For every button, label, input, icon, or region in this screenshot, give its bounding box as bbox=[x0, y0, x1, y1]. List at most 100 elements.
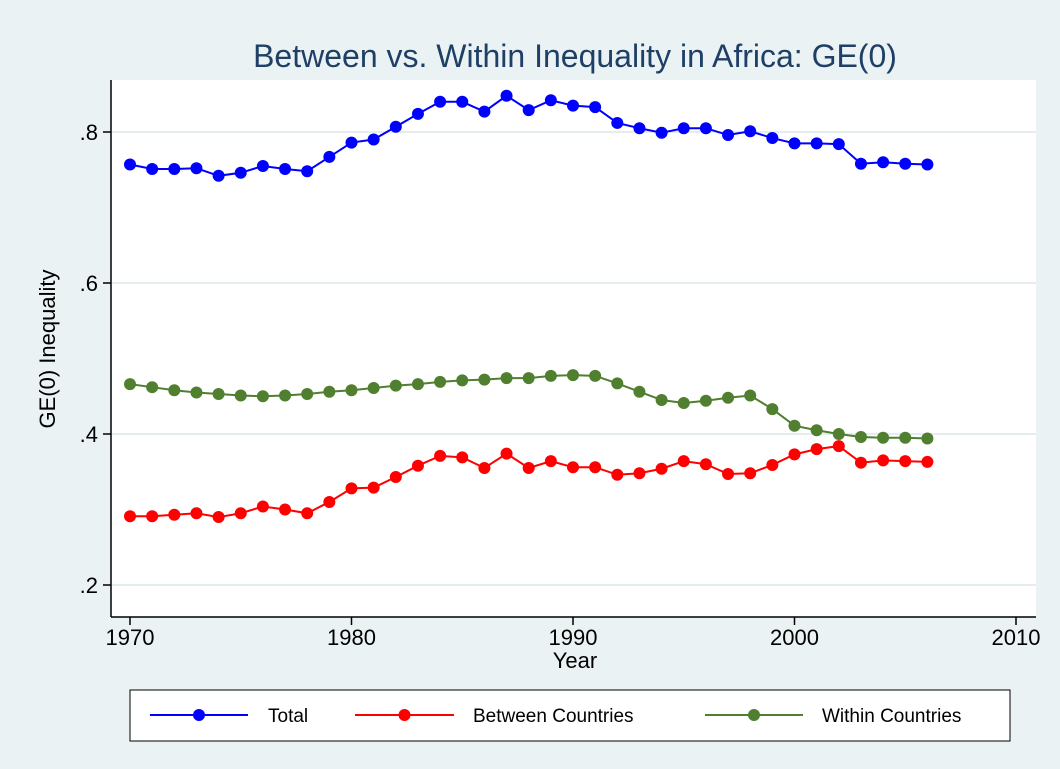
data-point-total bbox=[190, 162, 203, 175]
data-point-within-countries bbox=[655, 394, 668, 407]
data-point-between-countries bbox=[832, 440, 845, 453]
data-point-within-countries bbox=[367, 381, 380, 394]
data-point-between-countries bbox=[567, 461, 579, 474]
data-point-within-countries bbox=[544, 369, 557, 382]
data-point-total bbox=[212, 169, 225, 182]
data-point-within-countries bbox=[456, 374, 469, 387]
y-axis-title: GE(0) Inequality bbox=[35, 270, 60, 429]
data-point-between-countries bbox=[744, 467, 757, 480]
data-point-within-countries bbox=[234, 389, 247, 402]
data-point-between-countries bbox=[921, 455, 934, 468]
data-point-total bbox=[456, 95, 469, 108]
data-point-total bbox=[500, 89, 513, 102]
y-tick-label: .6 bbox=[80, 271, 98, 296]
legend-marker-total bbox=[193, 709, 205, 721]
data-point-between-countries bbox=[500, 447, 513, 460]
data-point-between-countries bbox=[655, 462, 668, 475]
data-point-total bbox=[655, 126, 668, 139]
data-point-within-countries bbox=[832, 428, 845, 440]
grid-lines bbox=[111, 131, 1036, 586]
legend-marker-between-countries bbox=[398, 709, 411, 721]
data-point-total bbox=[788, 137, 801, 150]
legend-item-within-countries: Within Countries bbox=[705, 706, 961, 727]
x-axis: 1970 1980 1990 2000 2010 bbox=[106, 616, 1040, 650]
data-point-total bbox=[124, 158, 136, 171]
data-point-within-countries bbox=[766, 403, 779, 416]
data-point-total bbox=[389, 120, 402, 133]
data-point-total bbox=[633, 122, 646, 135]
data-point-within-countries bbox=[212, 387, 225, 400]
chart-title: Between vs. Within Inequality in Africa:… bbox=[253, 38, 897, 74]
data-point-total bbox=[146, 162, 159, 175]
data-point-within-countries bbox=[921, 432, 934, 445]
data-point-within-countries bbox=[345, 384, 358, 397]
data-point-within-countries bbox=[810, 424, 823, 437]
data-point-total bbox=[301, 165, 314, 178]
data-point-within-countries bbox=[434, 375, 447, 388]
data-point-between-countries bbox=[256, 500, 269, 513]
data-point-between-countries bbox=[434, 449, 447, 462]
data-point-within-countries bbox=[699, 394, 712, 407]
data-point-within-countries bbox=[500, 372, 513, 385]
data-point-between-countries bbox=[456, 451, 469, 464]
legend-item-total: Total bbox=[150, 706, 308, 727]
data-point-between-countries bbox=[124, 510, 136, 523]
data-point-total bbox=[411, 107, 424, 120]
data-point-between-countries bbox=[234, 507, 247, 520]
data-point-total bbox=[744, 125, 757, 138]
data-point-between-countries bbox=[611, 468, 624, 481]
data-point-total bbox=[434, 95, 447, 108]
data-point-between-countries bbox=[877, 454, 890, 467]
x-axis-title: Year bbox=[553, 648, 597, 673]
data-point-total bbox=[323, 150, 336, 163]
data-point-between-countries bbox=[367, 481, 380, 494]
data-point-within-countries bbox=[411, 378, 424, 391]
data-point-within-countries bbox=[722, 391, 735, 404]
y-axis: .2 .4 .6 .8 bbox=[80, 80, 112, 617]
legend-label-between-countries: Between Countries bbox=[473, 706, 634, 727]
data-point-within-countries bbox=[633, 385, 646, 398]
data-point-between-countries bbox=[589, 461, 602, 474]
data-point-total bbox=[677, 122, 690, 135]
data-point-within-countries bbox=[301, 387, 314, 400]
data-point-total bbox=[522, 104, 535, 117]
data-point-total bbox=[345, 136, 358, 149]
data-point-between-countries bbox=[854, 456, 867, 469]
data-point-within-countries bbox=[744, 389, 757, 402]
data-point-between-countries bbox=[212, 511, 225, 524]
data-point-between-countries bbox=[411, 459, 424, 472]
data-point-between-countries bbox=[146, 510, 159, 523]
legend-label-total: Total bbox=[268, 706, 308, 727]
data-point-total bbox=[699, 122, 712, 135]
series-within-countries bbox=[124, 369, 934, 445]
data-point-total bbox=[478, 105, 491, 118]
data-point-within-countries bbox=[899, 431, 912, 444]
legend-item-between-countries: Between Countries bbox=[355, 706, 634, 727]
data-point-total bbox=[544, 94, 557, 107]
data-point-within-countries bbox=[522, 372, 535, 385]
data-point-within-countries bbox=[279, 389, 292, 402]
data-point-within-countries bbox=[788, 419, 801, 432]
data-point-between-countries bbox=[190, 507, 203, 520]
series-group bbox=[124, 89, 934, 524]
data-point-between-countries bbox=[389, 471, 402, 484]
data-point-total bbox=[279, 162, 292, 175]
y-tick-label: .2 bbox=[80, 573, 98, 598]
data-point-between-countries bbox=[766, 458, 779, 471]
data-point-total bbox=[256, 159, 269, 172]
x-tick-label: 2000 bbox=[770, 625, 819, 650]
data-point-between-countries bbox=[544, 455, 557, 468]
data-point-between-countries bbox=[345, 482, 358, 495]
data-point-total bbox=[234, 166, 247, 179]
data-point-within-countries bbox=[389, 379, 402, 392]
data-point-within-countries bbox=[877, 431, 890, 444]
x-tick-label: 1990 bbox=[549, 625, 598, 650]
data-point-total bbox=[921, 158, 934, 171]
plot-area bbox=[111, 80, 1036, 617]
data-point-total bbox=[168, 162, 181, 175]
series-total bbox=[124, 89, 934, 182]
y-tick-label: .4 bbox=[80, 422, 98, 447]
data-point-within-countries bbox=[190, 386, 203, 399]
legend-marker-within-countries bbox=[748, 709, 760, 721]
legend-box bbox=[129, 689, 1011, 742]
